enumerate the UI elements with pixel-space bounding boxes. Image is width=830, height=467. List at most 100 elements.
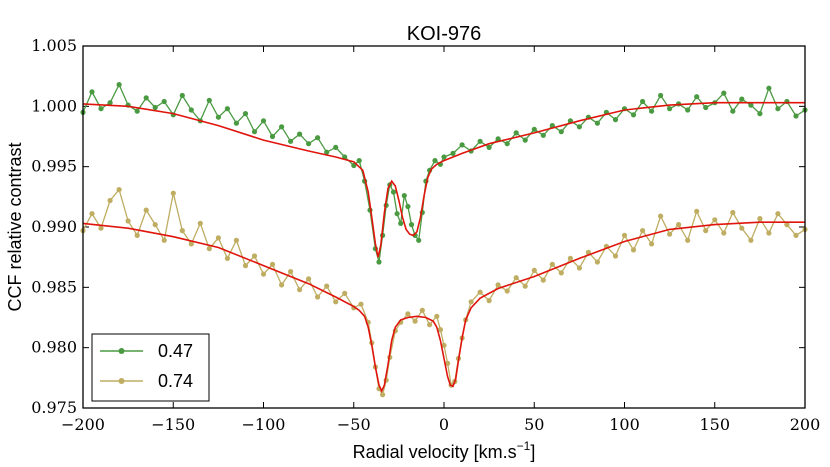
data-point-0-47	[394, 211, 400, 217]
data-point-0-47	[215, 114, 221, 120]
series-line-0-74	[82, 188, 806, 397]
data-point-0-47	[721, 90, 727, 96]
y-tick-label: 0.975	[31, 398, 77, 417]
data-point-0-47	[116, 82, 122, 88]
data-point-0-47	[398, 220, 404, 226]
data-point-0-74	[585, 249, 592, 255]
y-tick-label: 0.985	[31, 277, 77, 296]
data-point-0-47	[594, 120, 601, 126]
data-point-0-47	[748, 102, 754, 108]
y-tick-label: 1.000	[31, 96, 77, 115]
data-point-0-74	[612, 253, 619, 259]
data-point-0-74	[757, 216, 763, 222]
data-point-0-47	[405, 203, 411, 210]
data-point-0-74	[685, 237, 691, 243]
data-point-0-47	[459, 142, 465, 148]
data-point-0-74	[288, 269, 294, 275]
data-point-0-47	[260, 118, 267, 124]
data-point-0-74	[468, 299, 474, 305]
x-axis-label: Radial velocity [km.s−1]	[353, 439, 536, 462]
data-point-0-74	[134, 232, 140, 238]
data-point-0-74	[721, 230, 727, 236]
data-point-0-47	[376, 259, 382, 265]
data-point-0-47	[188, 107, 194, 113]
data-point-0-47	[161, 98, 167, 105]
data-point-0-74	[427, 322, 433, 328]
data-point-0-74	[621, 232, 628, 238]
data-point-0-47	[540, 132, 546, 138]
data-point-0-74	[694, 208, 700, 214]
data-point-0-47	[251, 129, 258, 135]
x-tick-label: −50	[337, 415, 371, 434]
data-point-0-47	[333, 144, 339, 150]
data-point-0-74	[531, 267, 537, 273]
series-layer	[80, 82, 808, 398]
data-point-0-74	[297, 287, 303, 293]
data-point-0-74	[324, 283, 330, 289]
data-point-0-47	[658, 92, 664, 99]
data-point-0-74	[712, 217, 718, 223]
data-point-0-74	[441, 342, 447, 348]
data-point-0-74	[89, 211, 95, 217]
data-point-0-74	[342, 290, 348, 296]
data-point-0-74	[558, 270, 564, 276]
data-point-0-47	[612, 117, 619, 123]
data-point-0-74	[522, 283, 528, 289]
data-point-0-74	[405, 311, 411, 317]
x-tick-label: −200	[61, 415, 105, 434]
legend-label-0-74: 0.74	[158, 371, 193, 391]
y-axis-label: CCF relative contrast	[5, 142, 25, 311]
data-point-0-74	[486, 298, 492, 304]
data-point-0-74	[434, 313, 440, 319]
x-tick-label: −150	[151, 415, 195, 434]
data-point-0-47	[107, 100, 113, 106]
data-point-0-47	[477, 138, 483, 144]
data-point-0-47	[730, 108, 736, 114]
data-point-0-74	[766, 230, 772, 236]
data-point-0-74	[179, 228, 185, 234]
data-point-0-74	[676, 222, 682, 228]
data-point-0-47	[390, 189, 397, 195]
data-point-0-74	[269, 261, 276, 267]
data-point-0-74	[215, 235, 221, 241]
data-point-0-74	[630, 247, 637, 253]
data-point-0-74	[437, 327, 443, 333]
data-point-0-74	[419, 307, 425, 313]
y-tick-label: 0.995	[31, 157, 77, 176]
data-point-0-74	[739, 225, 745, 231]
x-tick-label: 0	[439, 415, 449, 434]
data-point-0-74	[170, 190, 176, 196]
data-point-0-47	[401, 193, 407, 199]
data-point-0-74	[251, 253, 258, 259]
data-point-0-74	[224, 255, 230, 261]
data-point-0-47	[694, 94, 700, 100]
legend-box	[91, 333, 210, 402]
data-point-0-74	[152, 222, 158, 228]
x-tick-label: 50	[524, 415, 544, 434]
data-point-0-74	[495, 282, 501, 288]
data-point-0-47	[531, 126, 537, 132]
data-point-0-47	[703, 104, 709, 111]
data-point-0-74	[567, 255, 574, 261]
data-point-0-74	[477, 289, 483, 295]
data-point-0-74	[504, 288, 510, 294]
y-tick-labels: 0.975 0.980 0.985 0.990 0.995 1.000 1.005	[31, 36, 77, 417]
data-point-0-47	[242, 111, 249, 117]
data-point-0-74	[594, 259, 601, 265]
data-point-0-74	[658, 213, 664, 219]
data-point-0-47	[640, 98, 646, 105]
data-point-0-74	[412, 318, 418, 324]
data-point-0-47	[450, 150, 456, 156]
data-point-0-47	[315, 135, 321, 141]
data-point-0-74	[576, 265, 583, 271]
data-point-0-47	[306, 141, 312, 147]
data-point-0-47	[297, 131, 303, 137]
data-point-0-47	[288, 138, 294, 144]
data-point-0-47	[324, 149, 330, 155]
data-point-0-47	[269, 133, 276, 140]
data-point-0-47	[224, 106, 230, 112]
legend-marker-0-74	[118, 378, 125, 384]
data-point-0-47	[179, 92, 185, 99]
data-point-0-47	[206, 97, 212, 103]
